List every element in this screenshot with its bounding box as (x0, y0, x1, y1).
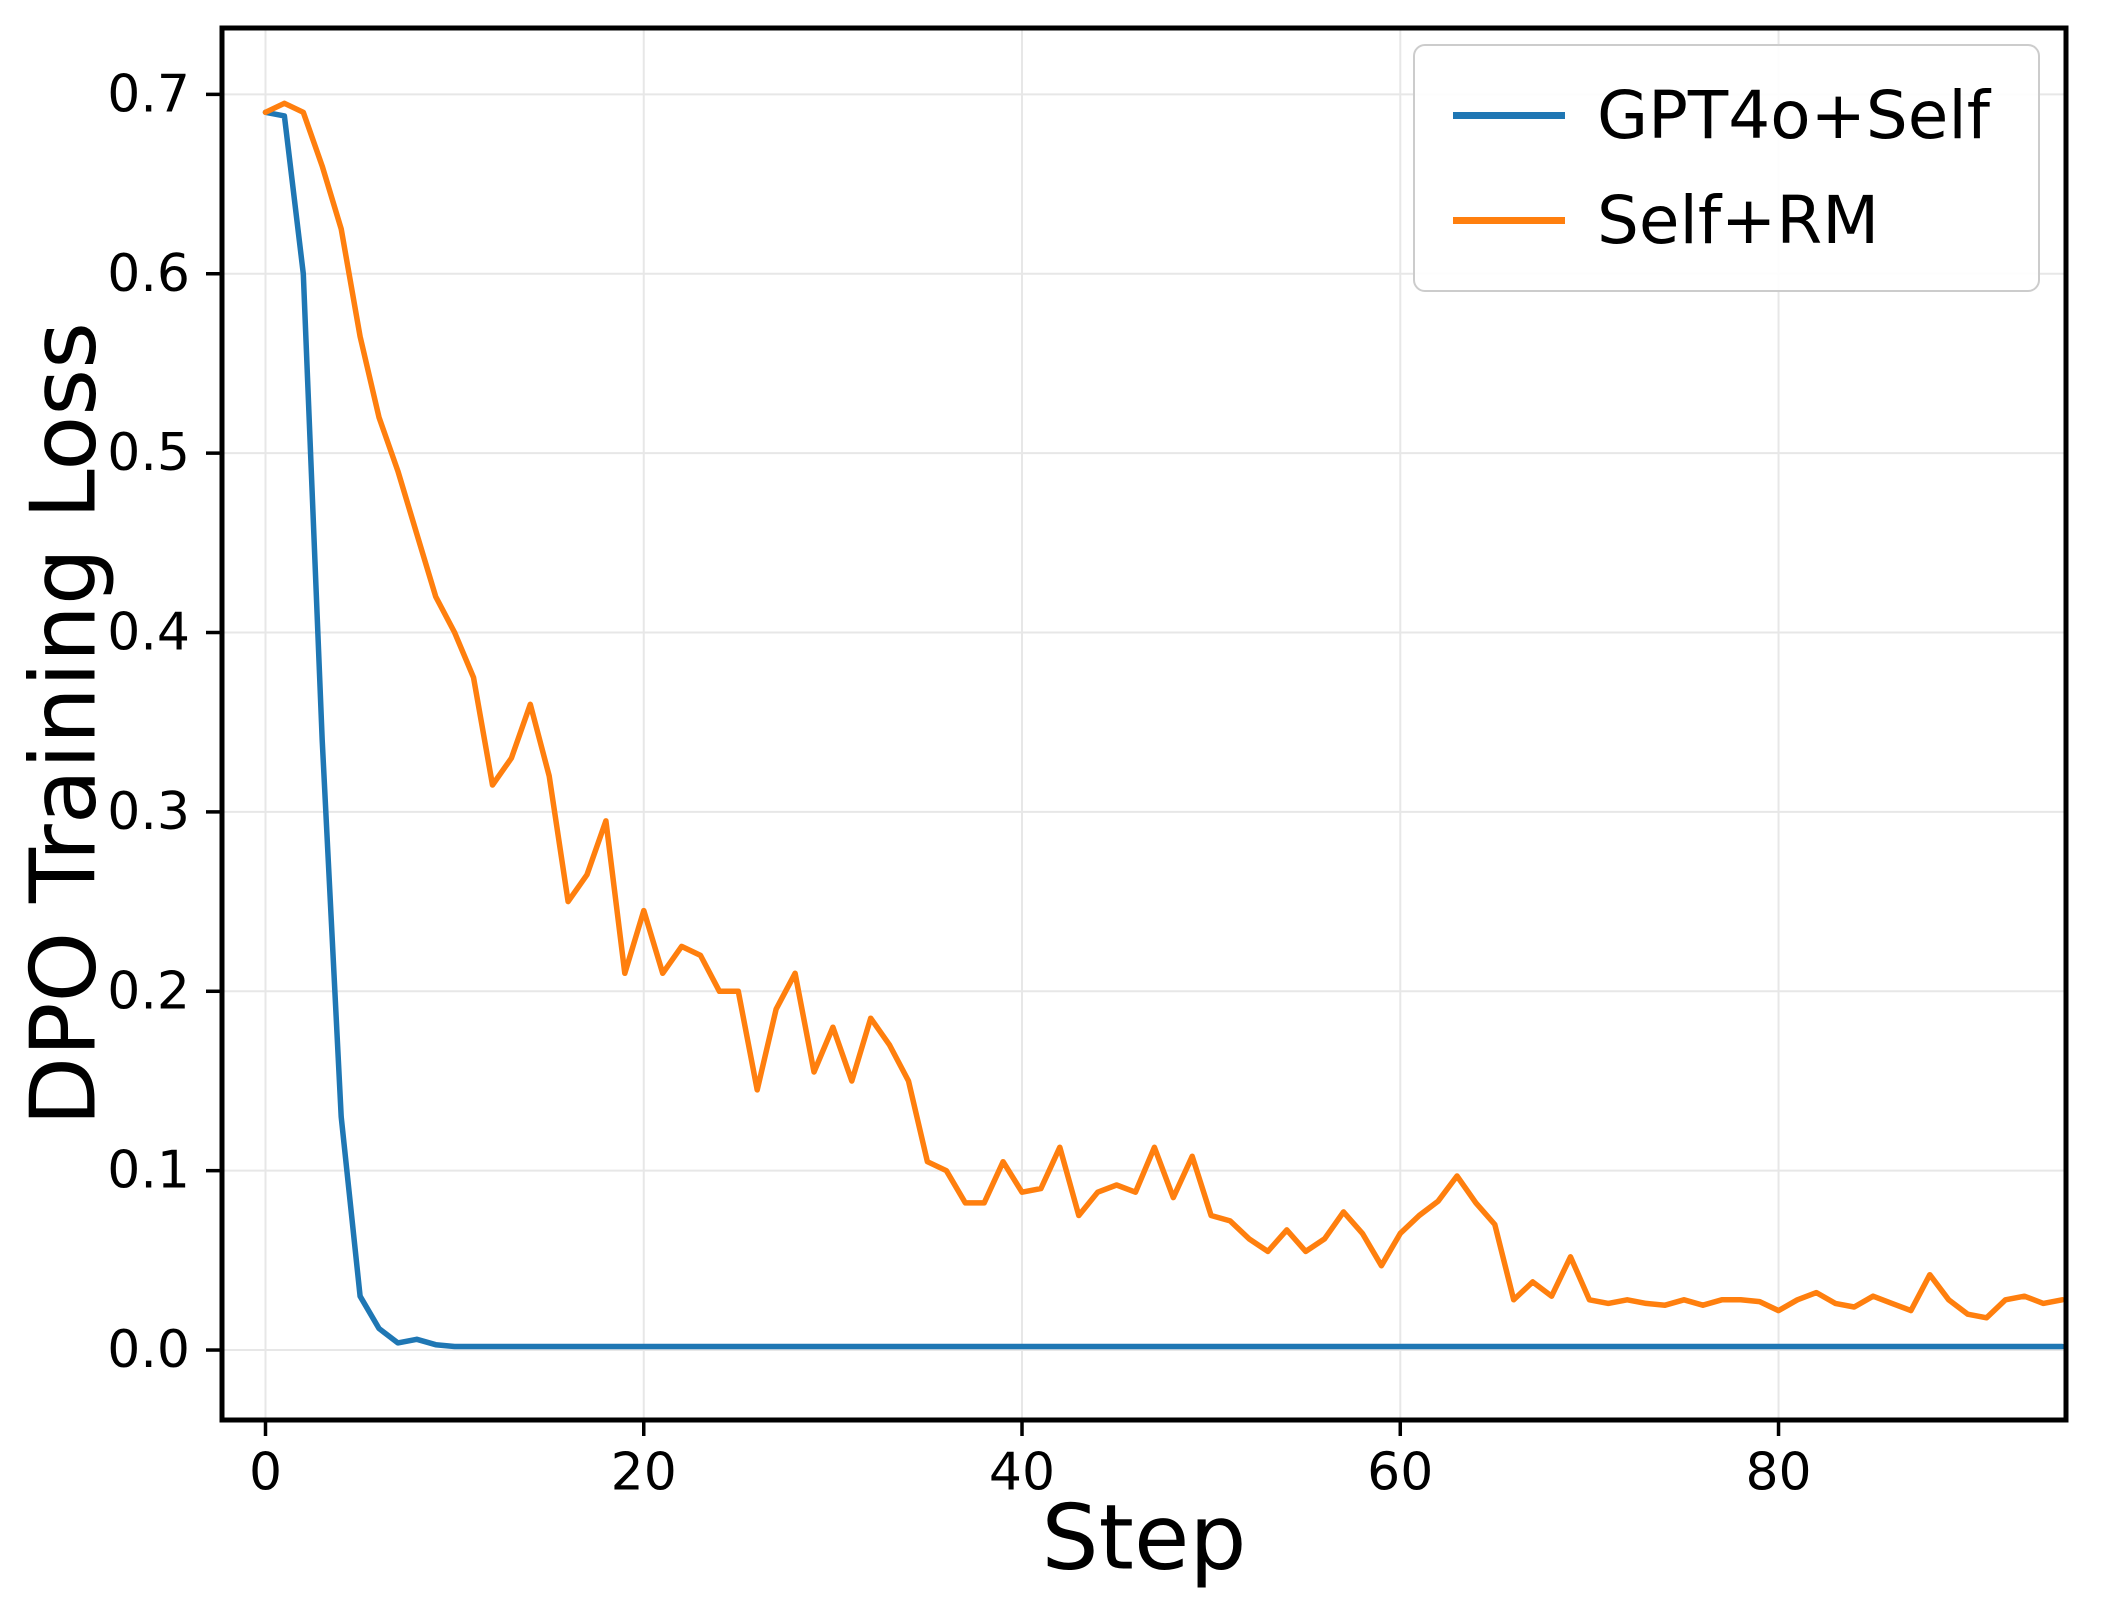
legend-label: Self+RM (1596, 182, 1880, 260)
x-tick-label: 80 (1745, 1443, 1811, 1503)
series-line-self-rm (262, 100, 2065, 1321)
y-tick-label: 0.2 (107, 961, 190, 1021)
x-tick-label: 60 (1367, 1443, 1433, 1503)
legend-line-swatch (1452, 217, 1565, 225)
plot-frame (219, 25, 2069, 1423)
x-tick-label: 20 (611, 1443, 677, 1503)
y-tick-label: 0.1 (107, 1141, 190, 1201)
x-axis-label: Step (1041, 1485, 1247, 1591)
x-tick-label: 40 (989, 1443, 1055, 1503)
y-axis-label: DPO Training Loss (11, 321, 117, 1127)
y-tick-label: 0.7 (107, 64, 190, 124)
series-line-gpt4o-self (262, 109, 2065, 1350)
legend-entry-gpt4o-self: GPT4o+Self (1452, 76, 1990, 155)
y-tick-label: 0.4 (107, 603, 190, 663)
x-tick-label: 0 (249, 1443, 282, 1503)
y-tick-label: 0.0 (107, 1320, 190, 1380)
legend-line-swatch (1452, 112, 1565, 120)
legend: GPT4o+Self Self+RM (1412, 44, 2040, 293)
legend-label: GPT4o+Self (1596, 77, 1990, 154)
y-tick-label: 0.5 (107, 423, 190, 483)
legend-entry-self-rm: Self+RM (1452, 181, 1990, 260)
y-tick-label: 0.6 (107, 244, 190, 304)
y-tick-label: 0.3 (107, 782, 190, 842)
